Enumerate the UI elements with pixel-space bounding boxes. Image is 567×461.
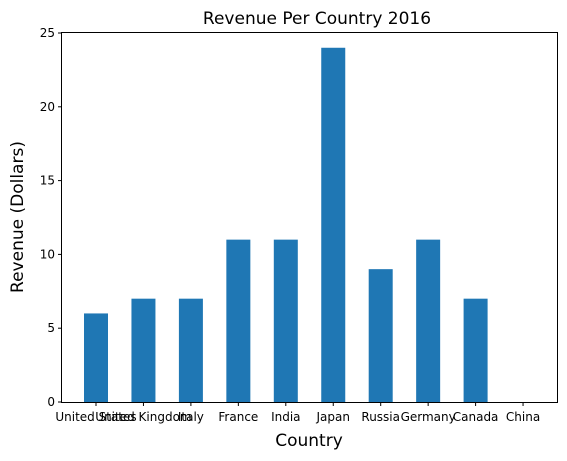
bar-united-states xyxy=(84,313,108,402)
y-tick-label: 20 xyxy=(40,100,55,114)
y-axis-label: Revenue (Dollars) xyxy=(8,141,28,293)
bar-canada xyxy=(463,298,488,402)
chart-title: Revenue Per Country 2016 xyxy=(203,9,431,29)
x-tick-label: United Kingdom xyxy=(95,410,191,424)
y-tick-label: 0 xyxy=(47,395,55,409)
x-tick-label: India xyxy=(271,410,300,424)
bar-india xyxy=(273,239,298,402)
y-tick-label: 25 xyxy=(40,26,55,40)
x-axis-label: Country xyxy=(275,431,343,451)
bar-france xyxy=(226,239,251,402)
x-tick-label: Germany xyxy=(401,410,456,424)
y-axis-ticks: 0 5 10 15 20 25 xyxy=(40,26,62,409)
x-tick-label: France xyxy=(218,410,258,424)
bar-italy xyxy=(178,298,203,402)
plot-frame xyxy=(61,32,558,403)
bar-russia xyxy=(368,269,393,402)
x-tick-label: Canada xyxy=(453,410,499,424)
bar-germany xyxy=(416,239,441,402)
x-tick-label: Italy xyxy=(178,410,204,424)
y-tick-label: 10 xyxy=(40,247,55,261)
y-tick-label: 5 xyxy=(47,321,55,335)
x-tick-label: United States xyxy=(55,410,136,424)
y-tick-label: 15 xyxy=(40,174,55,188)
x-tick-label: Japan xyxy=(316,410,350,424)
x-tick-label: China xyxy=(506,410,540,424)
x-tick-label: Russia xyxy=(361,410,400,424)
bar-japan xyxy=(321,47,346,402)
bar-united-kingdom xyxy=(131,298,156,402)
bars-group xyxy=(84,47,488,402)
